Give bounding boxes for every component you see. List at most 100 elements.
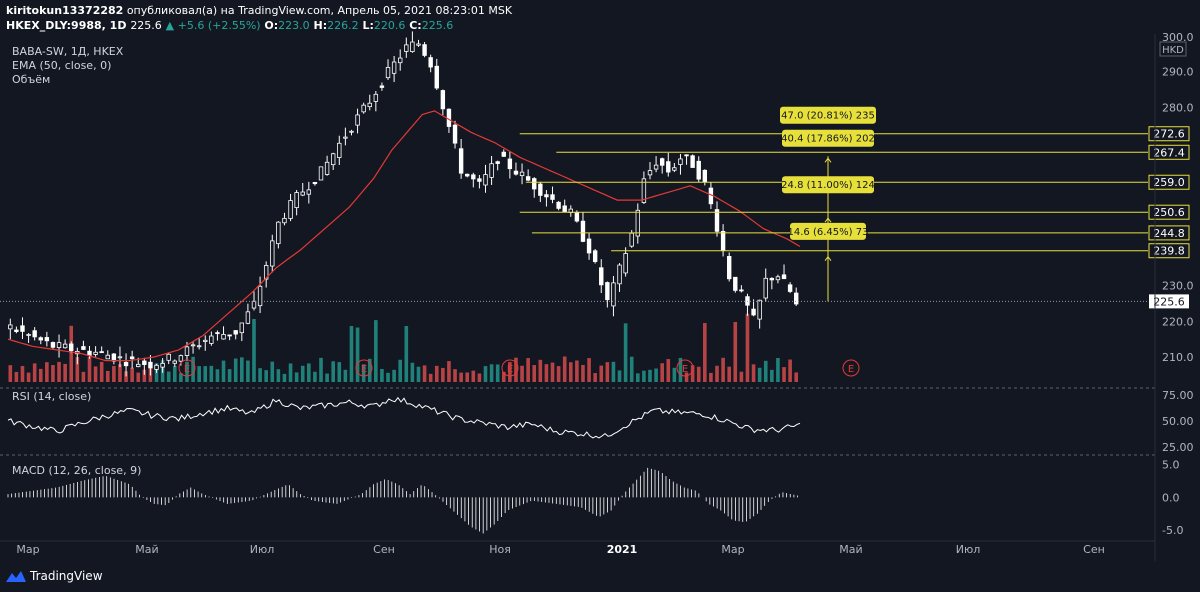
candle-body bbox=[489, 163, 494, 178]
level-price-label: 259.0 bbox=[1153, 176, 1185, 189]
ema-line bbox=[7, 110, 801, 362]
candle-body bbox=[471, 174, 476, 180]
candle-body bbox=[337, 142, 342, 158]
volume-bar bbox=[739, 371, 744, 382]
candle-body bbox=[684, 154, 689, 157]
candle-body bbox=[270, 240, 275, 267]
target-label-box bbox=[790, 222, 866, 240]
candle-body bbox=[282, 217, 287, 224]
candle-body bbox=[81, 346, 86, 350]
volume-bar bbox=[179, 373, 183, 382]
candle-body bbox=[93, 351, 98, 355]
level-price-label: 239.8 bbox=[1153, 245, 1185, 258]
target-arrow-head bbox=[824, 217, 832, 223]
candle-body bbox=[32, 330, 37, 338]
candle-body bbox=[38, 337, 43, 341]
earnings-marker-label: E bbox=[507, 364, 513, 375]
volume-bar bbox=[453, 369, 457, 382]
volume-bar bbox=[660, 363, 664, 382]
volume-bar bbox=[526, 358, 530, 382]
candle-body bbox=[562, 205, 567, 212]
volume-bar bbox=[87, 356, 92, 382]
candle-body bbox=[617, 264, 622, 285]
publisher-name[interactable]: kiritokun13372282 bbox=[6, 4, 124, 17]
price-tick: 290.0 bbox=[1162, 66, 1194, 79]
earnings-marker bbox=[178, 359, 196, 377]
volume-bar bbox=[112, 365, 116, 382]
volume-bar bbox=[465, 372, 470, 382]
volume-bar bbox=[428, 373, 433, 382]
time-tick: 2021 bbox=[607, 543, 638, 556]
level-price-tag bbox=[1148, 126, 1190, 142]
volume-bar bbox=[26, 372, 31, 382]
volume-bar bbox=[508, 362, 512, 382]
candle-body bbox=[349, 130, 354, 133]
candle-body bbox=[26, 334, 31, 336]
volume-bar bbox=[751, 364, 756, 382]
volume-bar bbox=[690, 365, 695, 382]
candle-body bbox=[659, 158, 665, 166]
rsi-tick: 50.00 bbox=[1162, 415, 1194, 428]
legend-volume[interactable]: Объём bbox=[12, 73, 51, 86]
legend-symbol[interactable]: BABA-SW, 1Д, HKEX bbox=[12, 45, 124, 58]
candle-body bbox=[465, 173, 470, 177]
candle-body bbox=[367, 102, 372, 108]
candle-body bbox=[105, 354, 110, 360]
current-price-label: 225.6 bbox=[1153, 295, 1185, 308]
volume-bar bbox=[361, 364, 366, 382]
candle-body bbox=[196, 345, 202, 348]
candle-body bbox=[276, 221, 281, 245]
target-arrow-head bbox=[824, 157, 832, 163]
volume-bar bbox=[209, 365, 214, 382]
volume-bar bbox=[81, 371, 86, 382]
tradingview-logo[interactable]: TradingView bbox=[6, 569, 103, 583]
volume-bar bbox=[788, 359, 792, 382]
target-label: 47.0 (20.81%) 235 bbox=[781, 111, 875, 122]
level-price-label: 250.6 bbox=[1153, 206, 1185, 219]
volume-bar bbox=[307, 363, 311, 382]
legend-ema[interactable]: EMA (50, close, 0) bbox=[12, 59, 112, 72]
candle-body bbox=[343, 136, 348, 139]
candle-body bbox=[525, 176, 531, 181]
macd-tick: -5.0 bbox=[1162, 524, 1183, 537]
candle-body bbox=[757, 299, 762, 320]
volume-bar bbox=[678, 357, 683, 382]
volume-bar bbox=[343, 369, 348, 382]
volume-bar bbox=[605, 362, 610, 382]
volume-bar bbox=[118, 364, 122, 382]
volume-bar bbox=[745, 313, 750, 382]
rsi-tick: 75.00 bbox=[1162, 389, 1194, 402]
candle-body bbox=[763, 277, 768, 299]
volume-bar bbox=[233, 358, 238, 382]
volume-bar bbox=[380, 368, 384, 382]
level-price-label: 244.8 bbox=[1153, 227, 1185, 240]
volume-bar bbox=[142, 369, 147, 382]
rsi-tick: 25.00 bbox=[1162, 441, 1194, 454]
volume-bar bbox=[282, 373, 287, 382]
earnings-marker bbox=[501, 359, 519, 377]
candle-body bbox=[733, 276, 738, 291]
candle-body bbox=[361, 104, 366, 113]
price-tick: 210.0 bbox=[1162, 351, 1194, 364]
earnings-marker-label: E bbox=[361, 364, 367, 375]
candle-body bbox=[160, 362, 165, 368]
volume-bar bbox=[294, 372, 299, 382]
candle-body bbox=[556, 201, 561, 209]
legend-macd[interactable]: MACD (12, 26, close, 9) bbox=[12, 464, 142, 477]
volume-bar bbox=[648, 369, 652, 382]
candle-body bbox=[330, 153, 336, 166]
legend-rsi[interactable]: RSI (14, close) bbox=[12, 390, 92, 403]
price-tick-top: 300.0 bbox=[1162, 31, 1194, 44]
volume-bar bbox=[166, 371, 171, 382]
candle-body bbox=[513, 170, 519, 175]
earnings-marker bbox=[676, 359, 694, 377]
candle-body bbox=[324, 161, 330, 175]
volume-bar bbox=[276, 369, 281, 382]
symbol-header: HKEX_DLY:9988, 1D 225.6 ▲ +5.6 (+2.55%) … bbox=[6, 19, 453, 32]
candle-body bbox=[391, 61, 397, 74]
candle-body bbox=[184, 346, 190, 356]
close-label: C: bbox=[409, 19, 422, 32]
volume-bar bbox=[782, 367, 786, 382]
volume-bar bbox=[562, 356, 567, 382]
